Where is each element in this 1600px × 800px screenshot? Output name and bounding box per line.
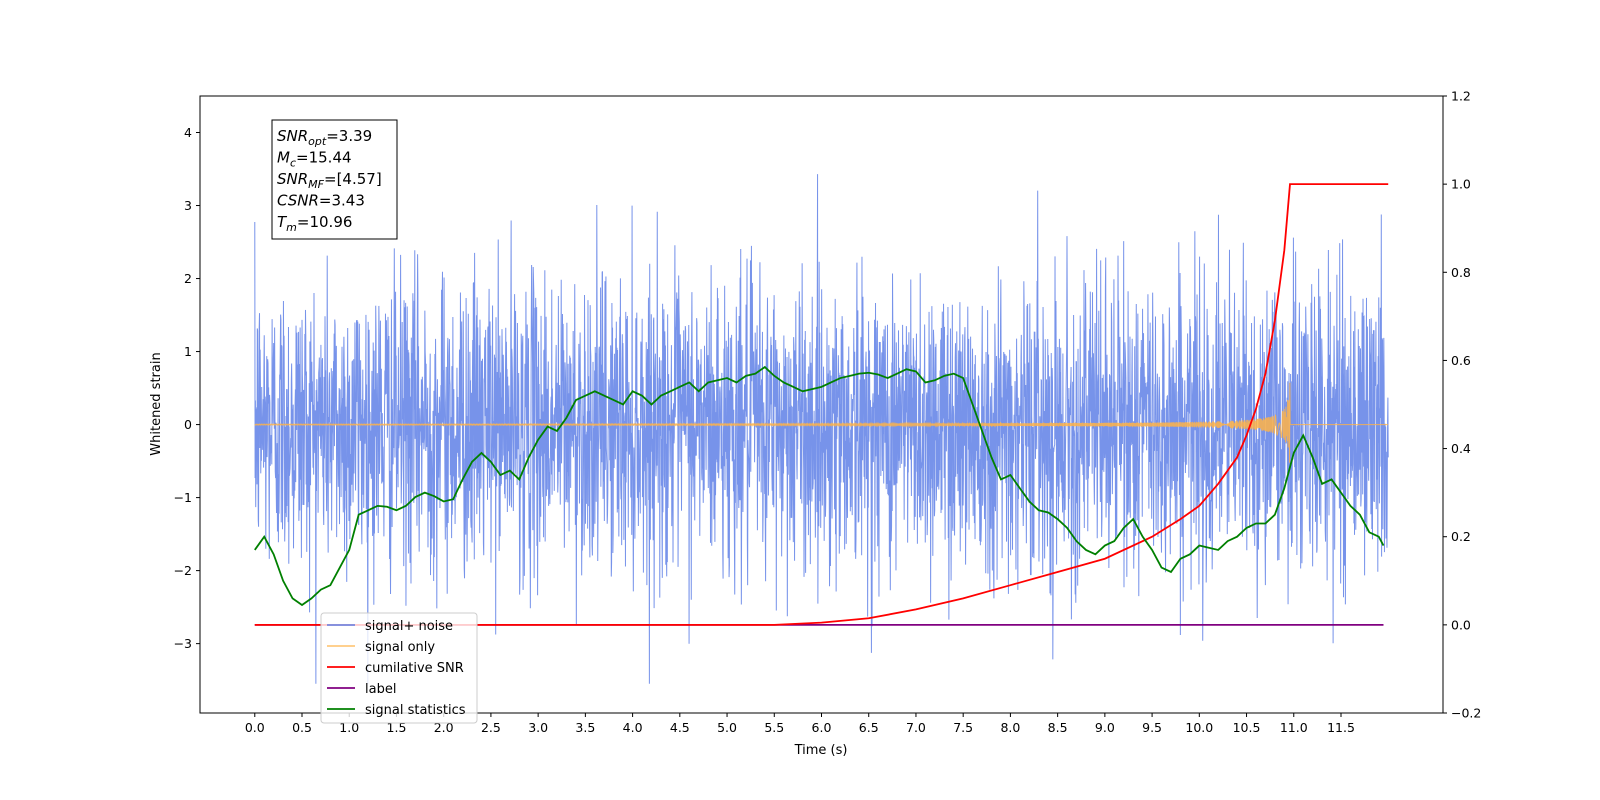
legend-entry: cumilative SNR xyxy=(365,661,464,676)
x-tick-label: 1.0 xyxy=(339,720,359,735)
x-tick-label: 2.0 xyxy=(434,720,454,735)
y-tick-label: −2 xyxy=(174,563,192,578)
annotation-frame xyxy=(271,119,398,240)
y-tick-label: 4 xyxy=(184,125,192,140)
annotation-box: SNRopt=3.39Mc=15.44SNRMF=[4.57]CSNR=3.43… xyxy=(271,119,398,240)
y-tick-label: 1 xyxy=(184,344,192,359)
x-tick-label: 1.5 xyxy=(387,720,407,735)
x-tick-label: 5.5 xyxy=(764,720,784,735)
x-axis: 0.0 0.5 1.0 1.5 2.0 2.5 3.0 3.5 4.0 4.5 5.0 5.5 6.0 6… xyxy=(245,713,1355,735)
series-cumulative-snr-line xyxy=(254,183,1389,626)
legend-entry: label xyxy=(365,682,396,697)
x-tick-label: 2.5 xyxy=(481,720,501,735)
y-tick-label: −3 xyxy=(174,636,192,651)
x-tick-label: 6.0 xyxy=(812,720,832,735)
annotation-line: Mc=15.44 xyxy=(277,149,352,170)
x-tick-label: 3.5 xyxy=(575,720,595,735)
y2-tick-label: 0.6 xyxy=(1451,353,1471,368)
y2-tick-label: 0.2 xyxy=(1451,529,1471,544)
annotation-line: SNRopt=3.39 xyxy=(277,127,372,148)
x-tick-label: 7.0 xyxy=(906,720,926,735)
series-signal-statistics-line xyxy=(254,365,1385,607)
x-tick-label: 8.0 xyxy=(1000,720,1020,735)
series-signal-only-line xyxy=(254,382,1389,463)
legend: signal+ noise signal only cumilative SNR la… xyxy=(320,612,478,724)
y2-tick-label: 0.8 xyxy=(1451,265,1471,280)
y2-tick-label: 0.0 xyxy=(1451,617,1471,632)
x-tick-label: 8.5 xyxy=(1048,720,1068,735)
x-tick-label: 9.0 xyxy=(1095,720,1115,735)
y-axis-label: Whitened strain xyxy=(149,352,164,455)
x-tick-label: 3.0 xyxy=(528,720,548,735)
y2-tick-label: −0.2 xyxy=(1451,706,1481,721)
series-signal-plus-noise-line xyxy=(254,174,1389,684)
legend-entry: signal+ noise xyxy=(365,619,453,634)
y-tick-label: 2 xyxy=(184,271,192,286)
y-axis-right: −0.2 0.0 0.2 0.4 0.6 0.8 1.0 1.2 xyxy=(1443,89,1481,721)
x-tick-label: 0.5 xyxy=(292,720,312,735)
y-tick-label: 0 xyxy=(184,417,192,432)
annotation-line: SNRMF=[4.57] xyxy=(277,170,382,191)
y-tick-label: −1 xyxy=(174,490,192,505)
x-tick-label: 10.5 xyxy=(1233,720,1261,735)
y2-tick-label: 1.2 xyxy=(1451,89,1471,104)
x-tick-label: 11.0 xyxy=(1280,720,1308,735)
x-tick-label: 0.0 xyxy=(245,720,265,735)
x-tick-label: 7.5 xyxy=(953,720,973,735)
y-tick-label: 3 xyxy=(184,198,192,213)
x-tick-label: 11.5 xyxy=(1327,720,1355,735)
y-axis-left: −3 −2 −1 0 1 2 3 4 xyxy=(174,125,200,651)
x-tick-label: 9.5 xyxy=(1142,720,1162,735)
x-tick-label: 6.5 xyxy=(859,720,879,735)
y2-tick-label: 0.4 xyxy=(1451,441,1471,456)
y2-tick-label: 1.0 xyxy=(1451,177,1471,192)
legend-entry: signal only xyxy=(365,640,435,655)
x-tick-label: 5.0 xyxy=(717,720,737,735)
x-tick-label: 4.5 xyxy=(670,720,690,735)
legend-entry: signal statistics xyxy=(365,703,466,718)
legend-frame xyxy=(320,612,478,724)
annotation-line: Tm=10.96 xyxy=(277,213,352,234)
annotation-line: CSNR=3.43 xyxy=(277,192,365,210)
x-tick-label: 4.0 xyxy=(623,720,643,735)
x-tick-label: 10.0 xyxy=(1185,720,1213,735)
x-axis-label: Time (s) xyxy=(794,743,848,758)
